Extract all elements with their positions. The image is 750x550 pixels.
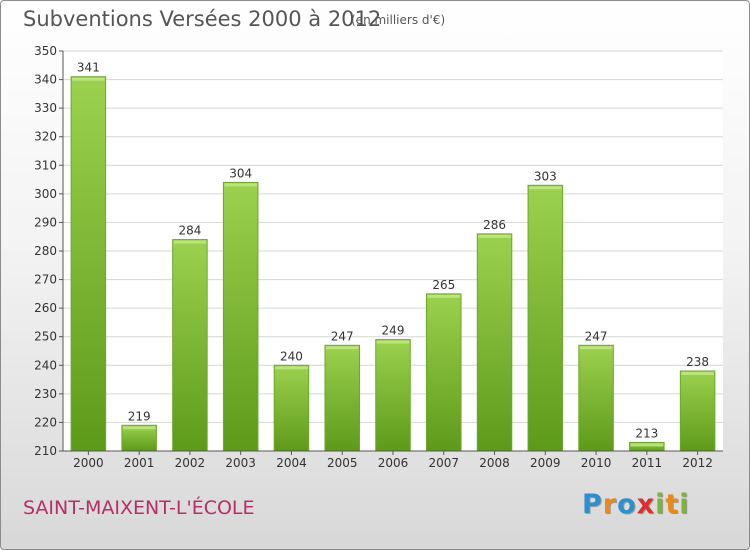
x-tick-label-2000: 2000 [73,456,104,470]
value-label-2005: 247 [331,329,354,343]
bar-highlight [529,186,562,190]
bar-highlight [427,294,461,298]
x-tick-label-2007: 2007 [428,456,459,470]
y-tick-label: 230 [34,387,57,401]
bar-2009 [527,184,564,452]
bar-highlight [72,77,105,81]
place-name: SAINT-MAIXENT-L'ÉCOLE [23,497,255,519]
bar-highlight [224,183,257,187]
bar-highlight [275,366,308,370]
bar-2005 [324,344,360,452]
bar-highlight [579,346,613,350]
y-tick-label: 250 [34,330,57,344]
bar-2004 [273,364,310,452]
bar-2000 [70,76,107,452]
value-label-2006: 249 [382,324,405,338]
bar-2012 [679,370,716,452]
y-tick-label: 210 [34,444,57,458]
value-label-2010: 247 [585,329,608,343]
bar-2006 [375,339,411,452]
logo-letter: P [582,489,603,520]
bar-highlight [325,346,359,350]
y-tick-label: 320 [34,130,57,144]
x-tick-label-2005: 2005 [327,456,358,470]
y-tick-label: 240 [34,358,57,372]
logo-letter: r [602,489,618,520]
y-tick-label: 300 [34,187,57,201]
x-tick-label-2004: 2004 [276,456,307,470]
bar-2007 [426,293,462,452]
x-tick-label-2011: 2011 [632,456,663,470]
value-label-2011: 213 [635,426,658,440]
proxiti-logo: Proxiti [582,489,690,520]
logo-letter: x [636,489,656,520]
bar-highlight [478,234,511,238]
value-label-2009: 303 [534,169,557,183]
bar-highlight [630,443,664,447]
bar-highlight [173,240,207,244]
chart-unit: (en milliers d'€) [351,13,446,27]
bar-2001 [121,424,157,452]
value-label-2012: 238 [686,355,709,369]
bar-2010 [578,344,614,452]
y-tick-label: 330 [34,101,57,115]
value-label-2001: 219 [128,409,151,423]
x-tick-label-2003: 2003 [225,456,256,470]
value-label-2004: 240 [280,349,303,363]
x-tick-label-2002: 2002 [175,456,206,470]
x-tick-label-2006: 2006 [378,456,409,470]
y-tick-label: 280 [34,244,57,258]
x-tick-label-2008: 2008 [479,456,510,470]
value-label-2000: 341 [77,61,100,75]
x-tick-label-2012: 2012 [682,456,713,470]
y-tick-label: 350 [34,44,57,58]
logo-letter: i [655,489,666,520]
y-tick-label: 260 [34,301,57,315]
x-tick-label-2009: 2009 [530,456,561,470]
y-tick-label: 220 [34,415,57,429]
value-label-2007: 265 [432,278,455,292]
logo-letter: i [679,489,690,520]
x-tick-label-2010: 2010 [581,456,612,470]
bar-2008 [476,233,513,452]
x-tick-label-2001: 2001 [124,456,155,470]
chart-title: Subventions Versées 2000 à 2012 [23,7,382,31]
value-label-2002: 284 [178,224,201,238]
bar-highlight [681,372,714,375]
y-tick-label: 270 [34,273,57,287]
bar-highlight [122,426,156,430]
y-tick-label: 290 [34,215,57,229]
value-label-2003: 304 [229,166,252,180]
logo-letter: t [665,489,680,520]
y-tick-label: 340 [34,73,57,87]
bar-highlight [376,340,410,344]
bar-2002 [172,239,208,452]
y-tick-label: 310 [34,158,57,172]
value-label-2008: 286 [483,218,506,232]
logo-letter: o [617,489,637,520]
bar-2003 [222,181,259,452]
